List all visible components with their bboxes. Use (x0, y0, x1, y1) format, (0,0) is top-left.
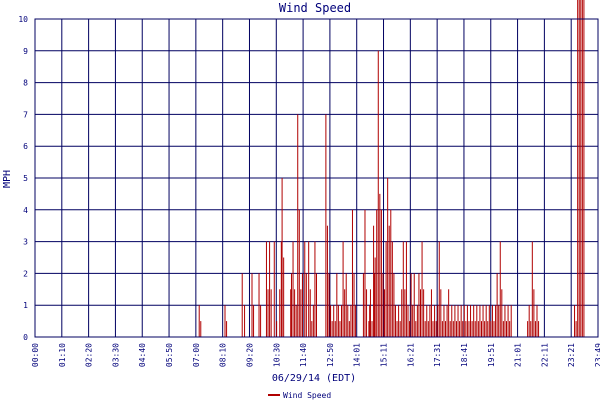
y-tick-label: 3 (23, 238, 28, 247)
y-axis-label: MPH (2, 170, 13, 188)
y-tick-label: 8 (23, 79, 28, 88)
y-tick-label: 9 (23, 47, 28, 56)
x-tick-label: 18:41 (460, 343, 469, 367)
x-tick-label: 23:21 (567, 343, 576, 367)
y-tick-label: 2 (23, 269, 28, 278)
y-tick-label: 5 (23, 174, 28, 183)
x-tick-label: 09:20 (245, 343, 254, 367)
x-tick-label: 05:50 (165, 343, 174, 367)
x-tick-label: 11:40 (299, 343, 308, 367)
x-tick-label: 16:21 (406, 343, 415, 367)
x-tick-label: 02:20 (85, 343, 94, 367)
x-tick-label: 03:30 (111, 343, 120, 367)
x-tick-label: 10:30 (272, 343, 281, 367)
x-tick-label: 04:40 (138, 343, 147, 367)
x-tick-label: 23:49 (594, 343, 600, 367)
wind-speed-series (198, 0, 585, 337)
x-tick-label: 08:10 (219, 343, 228, 367)
y-tick-label: 10 (18, 15, 28, 24)
legend-label: Wind Speed (283, 391, 331, 400)
y-tick-label: 1 (23, 301, 28, 310)
y-tick-label: 4 (23, 206, 28, 215)
x-tick-label: 22:11 (540, 343, 549, 367)
x-axis-label: 06/29/14 (EDT) (272, 373, 356, 384)
x-tick-label: 00:00 (31, 343, 40, 367)
x-tick-label: 21:01 (514, 343, 523, 367)
y-tick-labels: 0 1 2 3 4 5 6 7 8 9 10 (18, 15, 28, 342)
y-tick-label: 0 (23, 333, 28, 342)
x-tick-label: 07:00 (192, 343, 201, 367)
x-tick-label: 12:50 (326, 343, 335, 367)
y-tick-label: 6 (23, 142, 28, 151)
x-tick-label: 19:51 (487, 343, 496, 367)
x-tick-label: 14:01 (353, 343, 362, 367)
x-tick-label: 01:10 (58, 343, 67, 367)
chart-title: Wind Speed (279, 1, 351, 15)
x-tick-label: 15:11 (380, 343, 389, 367)
x-tick-labels: 00:00 01:10 02:20 03:30 04:40 05:50 07:00 08:10… (31, 343, 600, 367)
x-tick-label: 17:31 (433, 343, 442, 367)
plot-frame (34, 18, 599, 338)
legend: Wind Speed (268, 391, 331, 400)
y-tick-label: 7 (23, 110, 28, 119)
